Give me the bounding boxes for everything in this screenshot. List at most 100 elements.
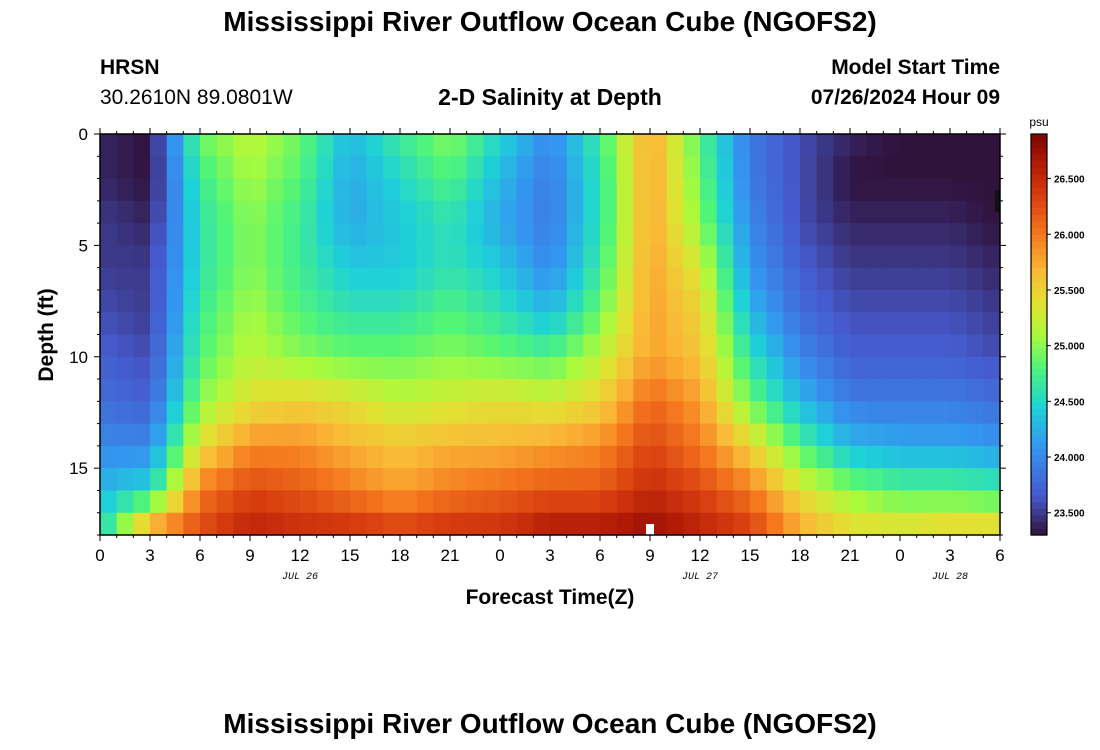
heatmap-cell — [583, 289, 601, 313]
colorbar-segment — [1031, 267, 1047, 275]
heatmap-cell — [516, 401, 534, 425]
heatmap-cell — [283, 178, 301, 202]
heatmap-cell — [433, 379, 451, 402]
heatmap-cell — [466, 223, 484, 246]
heatmap-cell — [166, 200, 184, 224]
heatmap-cell — [200, 356, 218, 380]
heatmap-cell — [600, 379, 618, 402]
heatmap-cell — [733, 334, 751, 358]
heatmap-cell — [416, 312, 434, 336]
heatmap-cell — [583, 356, 601, 380]
heatmap-cell — [550, 267, 568, 291]
heatmap-cell — [450, 356, 468, 380]
heatmap-cell — [450, 289, 468, 313]
heatmap-cell — [566, 356, 584, 380]
x-tick-label: 18 — [791, 546, 810, 565]
heatmap-cell — [300, 200, 318, 224]
heatmap-cell — [533, 445, 551, 469]
heatmap-cell — [683, 379, 701, 402]
heatmap-cell — [850, 312, 868, 336]
heatmap-cell — [216, 200, 234, 224]
heatmap-cell — [100, 312, 118, 336]
heatmap-cell — [400, 289, 418, 313]
heatmap-cell — [300, 289, 318, 313]
station-coords: 30.2610N 89.0801W — [100, 86, 293, 109]
heatmap-cell — [233, 289, 251, 313]
heatmap-cell — [750, 245, 768, 269]
heatmap-cell — [750, 134, 768, 157]
heatmap-cell — [533, 312, 551, 336]
heatmap-cell — [800, 401, 818, 425]
colorbar-segment — [1031, 140, 1047, 148]
heatmap-cell — [566, 312, 584, 336]
heatmap-cell — [450, 200, 468, 224]
heatmap-cell — [600, 356, 618, 380]
heatmap-cell — [750, 423, 768, 447]
chart-subtitle: 2-D Salinity at Depth — [438, 84, 662, 110]
heatmap-cell — [516, 200, 534, 224]
heatmap-cell — [350, 423, 368, 447]
heatmap-cell — [916, 401, 934, 425]
heatmap-cell — [683, 312, 701, 336]
heatmap-cell — [866, 312, 884, 336]
heatmap-cell — [816, 267, 834, 291]
heatmap-cell — [666, 134, 684, 157]
heatmap-cell — [150, 445, 168, 469]
heatmap-cell — [533, 178, 551, 202]
heatmap-cell — [216, 512, 234, 535]
colorbar-segment — [1031, 274, 1047, 282]
heatmap-cell — [416, 200, 434, 224]
heatmap-cell — [983, 468, 1000, 492]
heatmap-cell — [533, 267, 551, 291]
heatmap-cell — [500, 468, 518, 492]
heatmap-cell — [250, 445, 268, 469]
heatmap-cell — [466, 200, 484, 224]
heatmap-cell — [883, 156, 901, 180]
date-label: JUL 26 — [282, 572, 318, 583]
heatmap-cell — [183, 223, 201, 246]
heatmap-cell — [316, 468, 334, 492]
heatmap-cell — [316, 490, 334, 514]
heatmap-cell — [183, 423, 201, 447]
heatmap-cell — [966, 245, 984, 269]
heatmap-cell — [450, 468, 468, 492]
heatmap-cell — [933, 156, 951, 180]
heatmap-cell — [650, 178, 668, 202]
heatmap-cell — [483, 379, 501, 402]
model-start-time: 07/26/2024 Hour 09 — [810, 86, 1000, 109]
heatmap-cell — [300, 512, 318, 535]
heatmap-cell — [900, 200, 918, 224]
heatmap-cell — [500, 134, 518, 157]
heatmap-cell — [133, 156, 151, 180]
heatmap-cell — [966, 468, 984, 492]
heatmap-cell — [916, 134, 934, 157]
heatmap-cell — [583, 490, 601, 514]
heatmap-cell — [566, 223, 584, 246]
heatmap-cell — [733, 267, 751, 291]
heatmap-cell — [200, 468, 218, 492]
heatmap-cell — [933, 512, 951, 535]
heatmap-cell — [333, 134, 351, 157]
colorbar-segment — [1031, 307, 1047, 316]
heatmap-cell — [416, 134, 434, 157]
heatmap-cell — [883, 401, 901, 425]
heatmap-cell — [266, 156, 284, 180]
x-tick-label: 18 — [391, 546, 410, 565]
heatmap-cell — [266, 356, 284, 380]
heatmap-cell — [900, 156, 918, 180]
heatmap-cell — [283, 512, 301, 535]
heatmap-cell — [200, 379, 218, 402]
heatmap-cell — [433, 312, 451, 336]
heatmap-cell — [916, 356, 934, 380]
heatmap-cell — [933, 200, 951, 224]
heatmap-cell — [866, 134, 884, 157]
heatmap-cell — [700, 334, 718, 358]
heatmap-cell — [816, 490, 834, 514]
heatmap-cell — [966, 289, 984, 313]
heatmap-cell — [933, 267, 951, 291]
colorbar-segment — [1031, 341, 1047, 349]
heatmap-cell — [283, 312, 301, 336]
heatmap-cell — [266, 379, 284, 402]
heatmap-cell — [283, 401, 301, 425]
heatmap-cell — [616, 356, 634, 380]
